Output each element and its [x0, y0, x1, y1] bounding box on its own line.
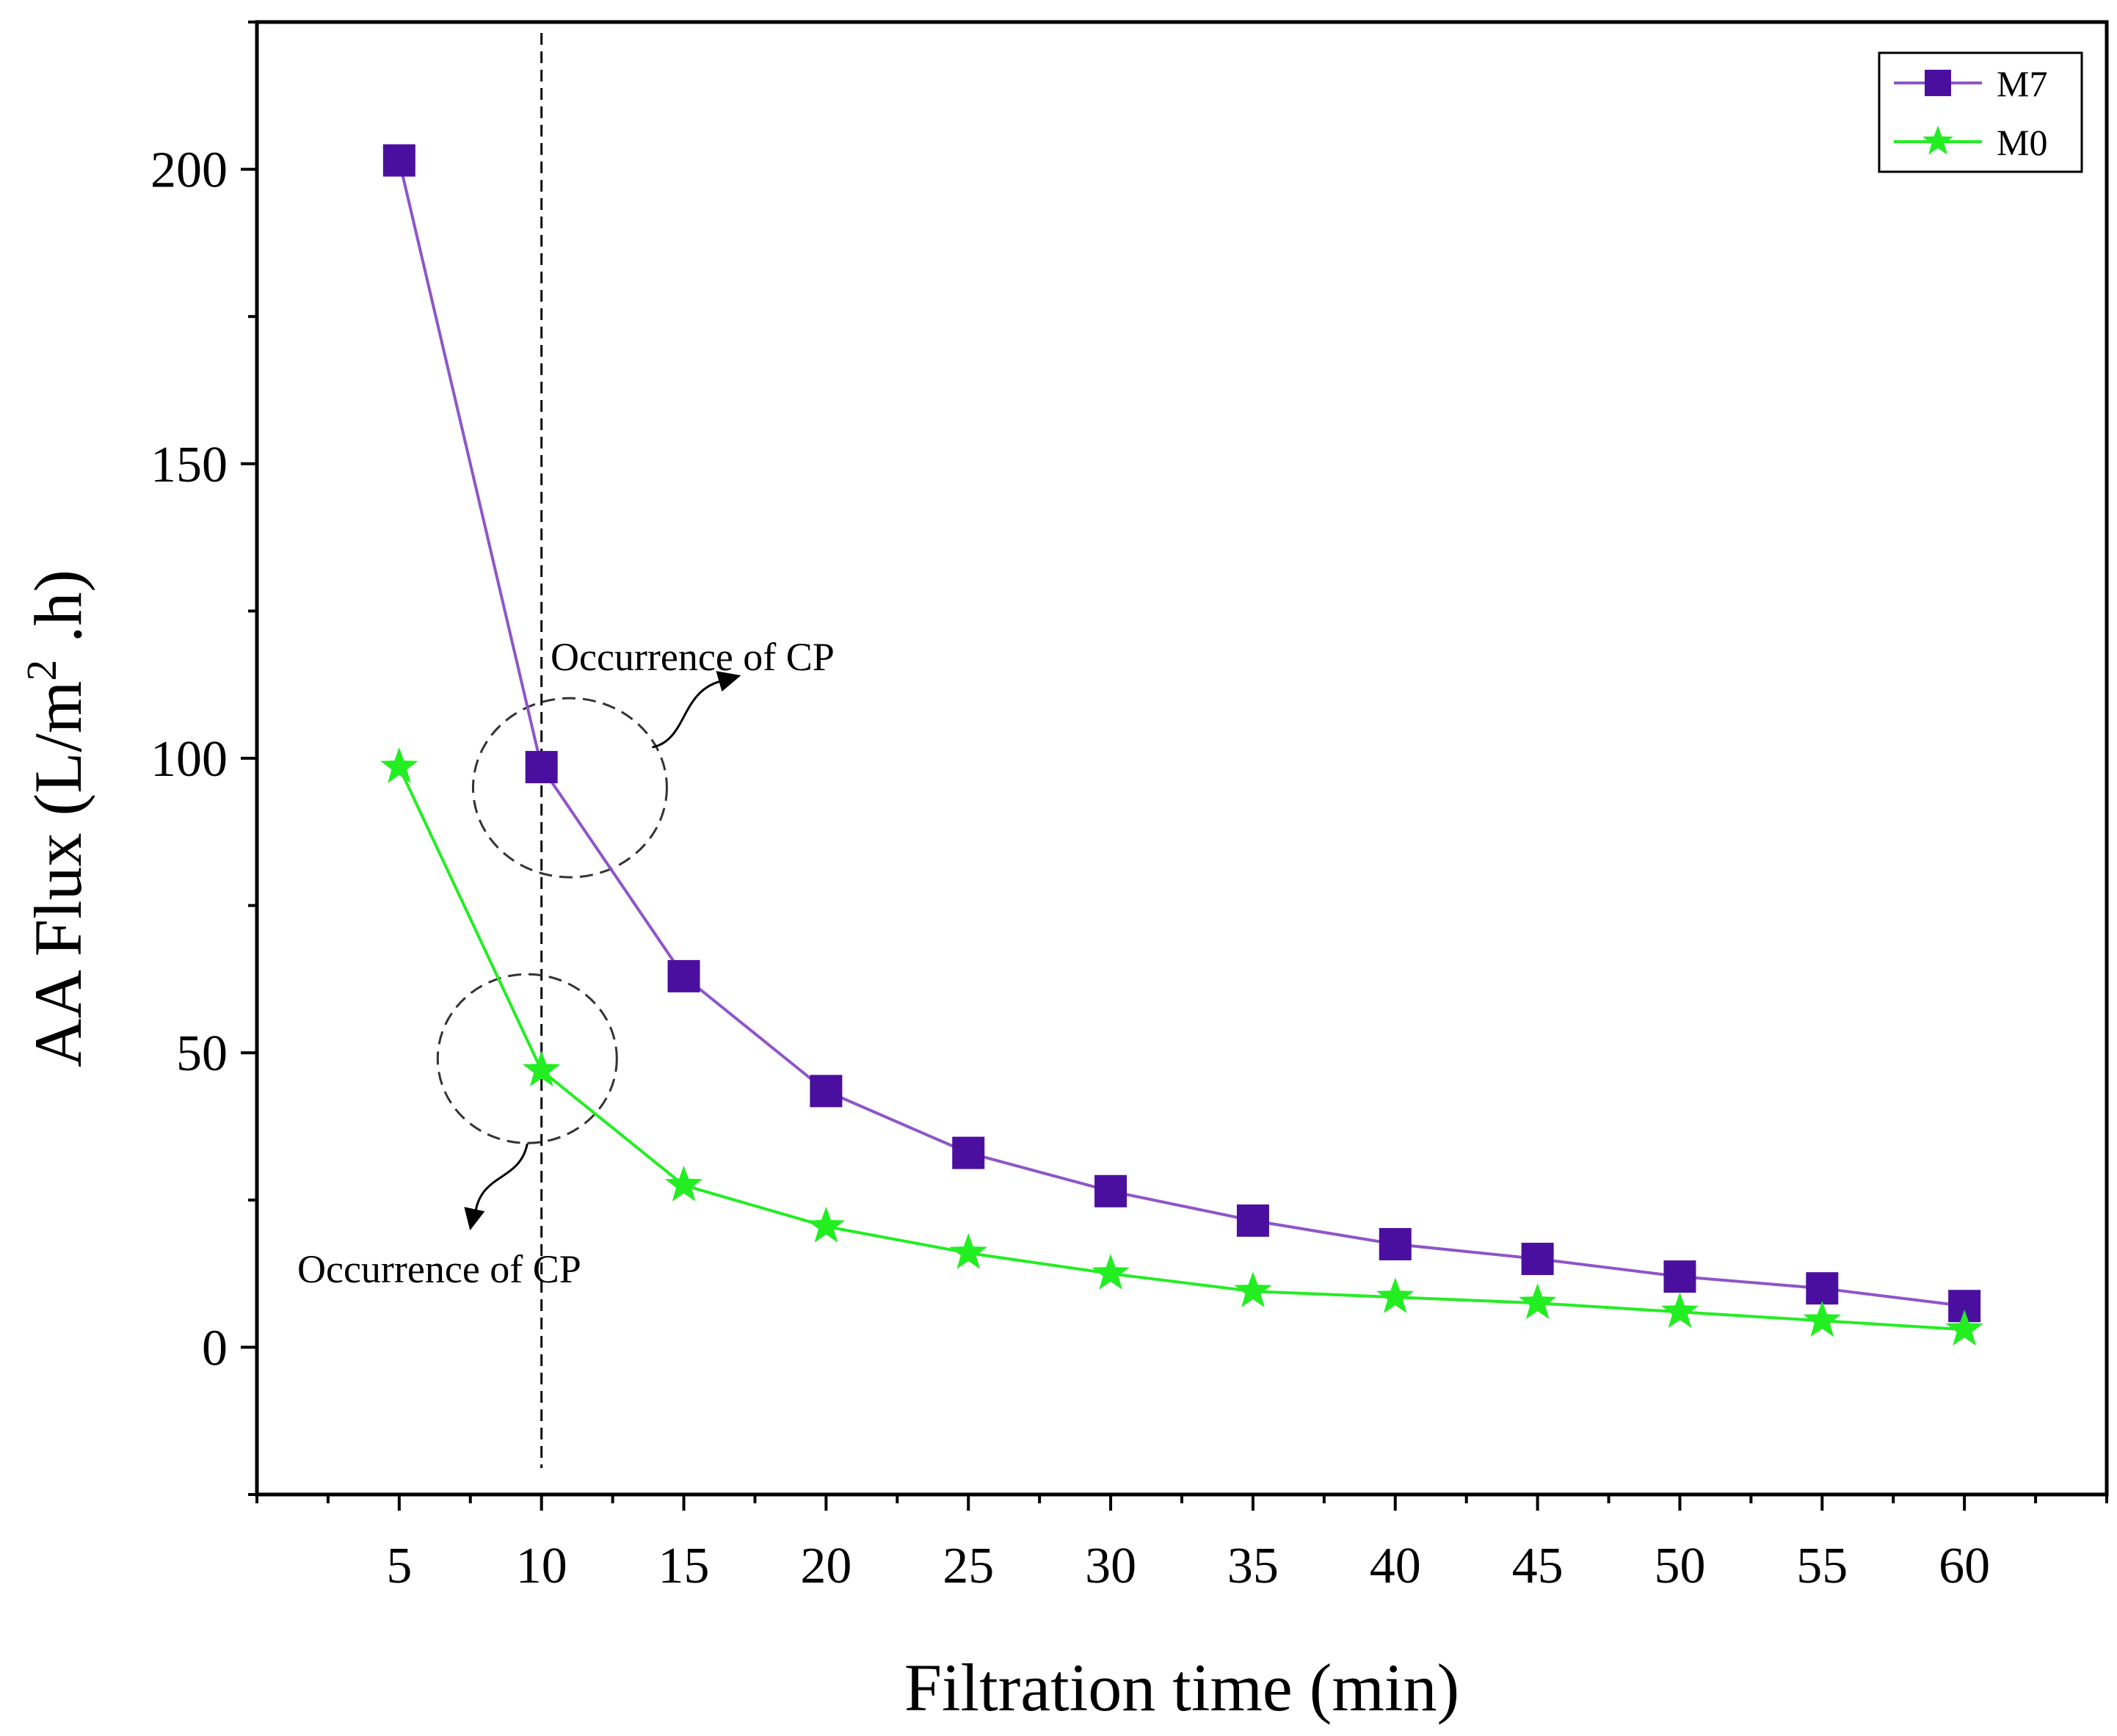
y-tick-label: 150 [150, 437, 228, 493]
x-axis: 5 10 15 20 25 30 35 40 45 50 55 60 [255, 1495, 2108, 1594]
data-point-m0 [1803, 1301, 1841, 1337]
data-point-m0 [523, 1050, 561, 1087]
legend-label-m7: M7 [1997, 63, 2047, 104]
y-axis-title-superscript: 2 [18, 660, 65, 681]
data-point-m0 [380, 747, 418, 783]
x-tick-label: 15 [658, 1538, 710, 1594]
x-tick-label: 30 [1085, 1538, 1136, 1594]
legend-box [1878, 51, 2083, 173]
data-point-m0 [1376, 1277, 1415, 1313]
y-tick-label: 0 [202, 1320, 228, 1376]
series-line-m7 [397, 160, 1965, 1308]
data-point-m7 [1663, 1260, 1696, 1293]
data-point-m0 [1092, 1254, 1130, 1290]
x-tick-label: 25 [943, 1538, 994, 1594]
legend-marker-m7 [1925, 70, 1951, 96]
x-tick-label: 35 [1227, 1538, 1279, 1594]
x-axis-title: Filtration time (min) [904, 1650, 1459, 1725]
data-point-m7 [382, 144, 415, 177]
data-point-m7 [810, 1075, 843, 1108]
y-tick-label: 200 [150, 142, 228, 199]
annotation-arrow-shaft-m0 [474, 1143, 529, 1210]
series-markers [380, 144, 1983, 1346]
legend-label-m0: M0 [1997, 122, 2047, 163]
x-tick-label: 45 [1512, 1538, 1564, 1594]
annotations-group: Occurrence of CP Occurrence of CP [297, 635, 835, 1291]
data-point-m0 [1660, 1292, 1699, 1329]
data-point-m0 [949, 1233, 987, 1269]
series-lines [397, 160, 1965, 1332]
annotation-circle-m0 [436, 973, 618, 1144]
annotation-text-m0: Occurrence of CP [297, 1247, 581, 1291]
legend-marker-m0 [1922, 126, 1953, 155]
data-point-m7 [1521, 1243, 1554, 1276]
y-axis-title-tail: .h) [21, 570, 95, 660]
x-tick-label: 55 [1796, 1538, 1848, 1594]
x-tick-label: 40 [1370, 1538, 1421, 1594]
data-point-m7 [1379, 1227, 1412, 1260]
data-point-m0 [1945, 1310, 1983, 1346]
data-point-m7 [525, 751, 558, 784]
series-line-m0 [397, 766, 1965, 1332]
data-point-m0 [1234, 1271, 1272, 1307]
data-point-m0 [807, 1206, 846, 1243]
data-point-m7 [1236, 1204, 1269, 1237]
x-tick-label: 50 [1654, 1538, 1705, 1594]
x-tick-label: 60 [1939, 1538, 1990, 1594]
annotation-circle-m7 [471, 697, 668, 879]
annotation-text-m7: Occurrence of CP [551, 635, 835, 679]
y-axis-title: AA Flux (L/m2 .h) [18, 570, 95, 1067]
data-point-m0 [664, 1165, 703, 1202]
y-axis-title-main: AA Flux (L/m [21, 681, 95, 1067]
annotation-arrowhead-m0 [464, 1207, 485, 1231]
data-point-m7 [667, 959, 700, 992]
y-tick-label: 50 [176, 1025, 228, 1082]
data-point-m7 [1806, 1272, 1839, 1305]
data-point-m7 [952, 1136, 985, 1169]
data-point-m7 [1094, 1174, 1128, 1207]
data-point-m0 [1518, 1283, 1557, 1320]
x-tick-label: 10 [516, 1538, 567, 1594]
y-tick-label: 100 [150, 731, 228, 788]
y-axis: 0 50 100 150 200 [150, 21, 257, 1496]
x-tick-label: 5 [386, 1538, 412, 1594]
legend: M7 M0 [1878, 51, 2083, 173]
annotation-arrow-shaft-m7 [652, 680, 721, 749]
x-tick-label: 20 [800, 1538, 851, 1594]
annotation-arrowhead-m7 [716, 671, 741, 692]
